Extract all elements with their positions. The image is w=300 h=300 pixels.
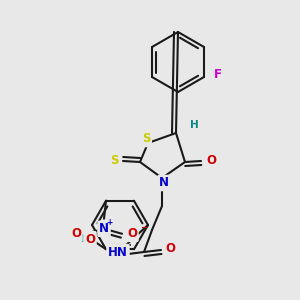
Text: N: N (159, 176, 169, 190)
Text: O: O (165, 242, 175, 254)
Text: O: O (206, 154, 216, 166)
Text: N: N (99, 222, 109, 235)
Text: O: O (85, 233, 95, 246)
Text: +: + (106, 218, 112, 227)
Text: H: H (190, 120, 198, 130)
Text: H: H (76, 234, 84, 244)
Text: S: S (110, 154, 118, 166)
Text: F: F (214, 68, 222, 82)
Text: −: − (140, 223, 148, 232)
Text: HN: HN (108, 245, 128, 259)
Text: S: S (142, 133, 150, 146)
Text: O: O (127, 227, 137, 240)
Text: O: O (71, 227, 81, 240)
